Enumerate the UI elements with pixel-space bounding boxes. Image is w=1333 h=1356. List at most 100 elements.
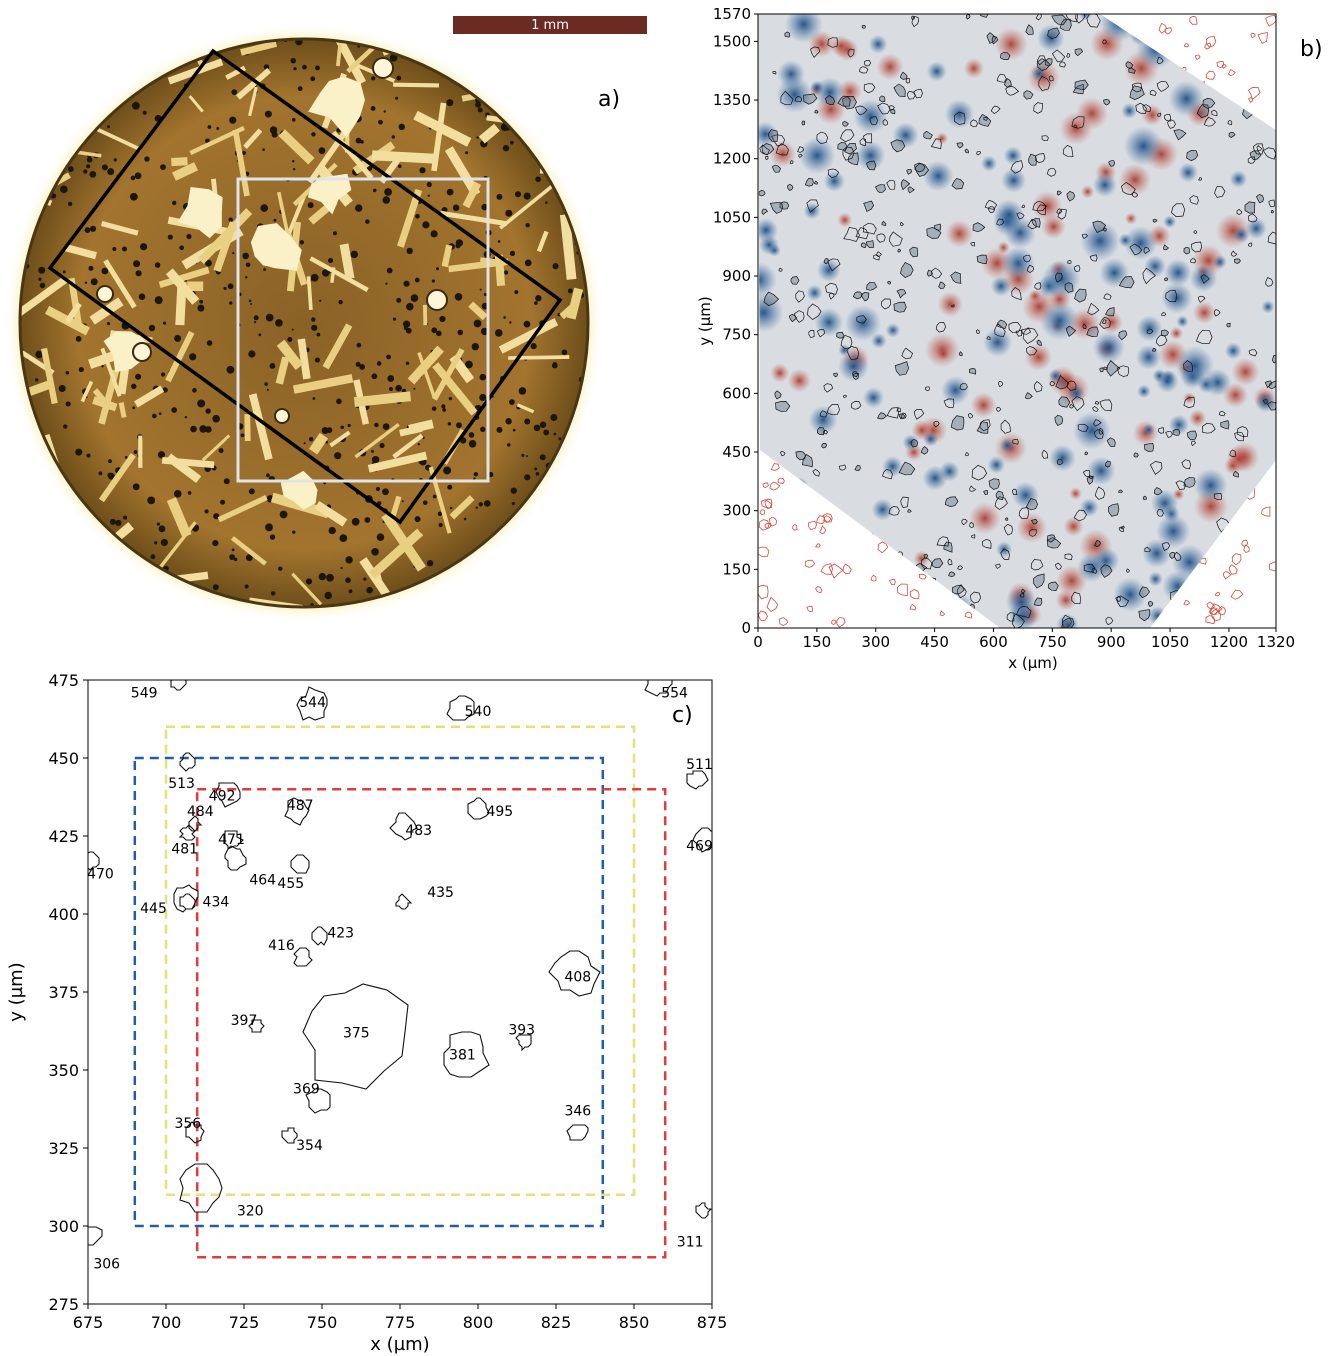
grain-outline [1033, 102, 1044, 114]
axes-frame-c [87, 679, 713, 1305]
grain-outline [866, 160, 877, 171]
grain-outline [1024, 392, 1033, 400]
grain-labels: 549 544 540 554 513 511 492 487 495 484 483 481 471 4… [87, 685, 713, 1272]
dark-grain [199, 425, 207, 433]
plagioclase-lath [449, 495, 475, 520]
grain-outline [1056, 208, 1063, 215]
grain-outline [1142, 267, 1156, 285]
dark-grain [197, 304, 205, 312]
grain-outline [1099, 316, 1111, 329]
y-tick-label-b: 1350 [713, 91, 751, 109]
dark-grain [322, 269, 330, 277]
plagioclase-lath [133, 40, 148, 61]
grain-outline [761, 143, 775, 156]
grain-outline [923, 553, 928, 559]
dark-grain [187, 491, 192, 495]
dark-grain [543, 429, 550, 436]
plagioclase-lath [498, 318, 559, 354]
outside-grain [1208, 603, 1223, 616]
grain-outline [890, 139, 906, 153]
blue-spot [1255, 391, 1276, 413]
dark-grain [148, 324, 156, 332]
outside-grain [758, 546, 770, 557]
dark-grain [68, 70, 74, 76]
blue-spot [1080, 221, 1120, 261]
grain-outline [1115, 595, 1130, 608]
grain-outline [758, 190, 766, 197]
grain-435-outline [395, 893, 413, 910]
grain-outline [931, 267, 943, 279]
grain-outline [1106, 360, 1121, 377]
grain-outline [843, 226, 860, 242]
grain-outline [935, 322, 947, 333]
dark-grain [160, 164, 166, 171]
dark-grain [473, 319, 482, 328]
red-spot [945, 219, 974, 248]
outside-grain [831, 619, 837, 625]
dark-grain [356, 342, 362, 348]
red-spot [963, 58, 985, 79]
dark-grain [113, 580, 122, 589]
grain-outline [1099, 367, 1104, 373]
red-spot [1118, 163, 1152, 197]
dark-grain [226, 365, 235, 374]
dark-grain [21, 162, 27, 169]
dark-grain [539, 68, 547, 75]
plagioclase-lath [187, 281, 204, 292]
x-tick-label-c: 850 [619, 1313, 650, 1332]
grain-346-label: 346 [564, 1104, 591, 1120]
dark-grain [402, 320, 411, 328]
dark-grain [291, 328, 294, 331]
plagioclase-lath [230, 536, 267, 566]
dark-grain [558, 437, 562, 441]
outside-grain [764, 498, 773, 509]
dark-grain [63, 424, 68, 429]
dark-grain [303, 442, 306, 445]
grain-455-outline [290, 854, 310, 874]
grain-outline [905, 77, 910, 84]
dark-grain [72, 573, 78, 579]
grain-outline [1015, 605, 1032, 619]
grain-outline [913, 88, 923, 99]
plagioclase-lath [407, 345, 444, 385]
dark-grain [557, 591, 560, 594]
grain-outline [1011, 287, 1022, 301]
grain-outline [1065, 325, 1077, 337]
dark-grain [370, 106, 376, 111]
grain-outline [1069, 403, 1074, 409]
dark-grain [218, 448, 224, 454]
dark-grain [563, 51, 570, 58]
dark-grain [205, 408, 211, 414]
red-spot [970, 392, 997, 419]
dark-grain [584, 80, 588, 86]
grain-311-outline [695, 1202, 712, 1219]
dark-grain [265, 313, 274, 322]
red-spot [1224, 457, 1242, 475]
grain-outline [900, 221, 904, 227]
dark-grain [476, 136, 479, 139]
dark-grain [134, 172, 142, 180]
outside-grain [1248, 97, 1254, 104]
outside-grain [769, 481, 781, 491]
outside-grain [815, 543, 821, 548]
outside-grain [758, 610, 768, 622]
grain-outline [957, 565, 963, 570]
red-spot [1059, 111, 1093, 146]
red-spot [968, 502, 1001, 535]
grain-outline [1157, 112, 1162, 118]
blue-spot [885, 323, 901, 338]
grain-outline [1005, 517, 1009, 521]
grain-outline [790, 276, 800, 285]
dark-grain [150, 554, 156, 560]
grain-outline [1226, 322, 1231, 328]
dark-grain [318, 572, 327, 581]
dark-grain [27, 155, 34, 162]
x-tick-label-b: 1320 [1257, 633, 1295, 651]
dark-grain [38, 277, 42, 281]
grain-outline [1012, 488, 1018, 495]
dark-grain [538, 114, 543, 119]
blue-spot [926, 61, 947, 82]
grain-outline [1149, 89, 1157, 96]
outside-grain [1243, 544, 1250, 553]
dark-grain [501, 570, 507, 576]
